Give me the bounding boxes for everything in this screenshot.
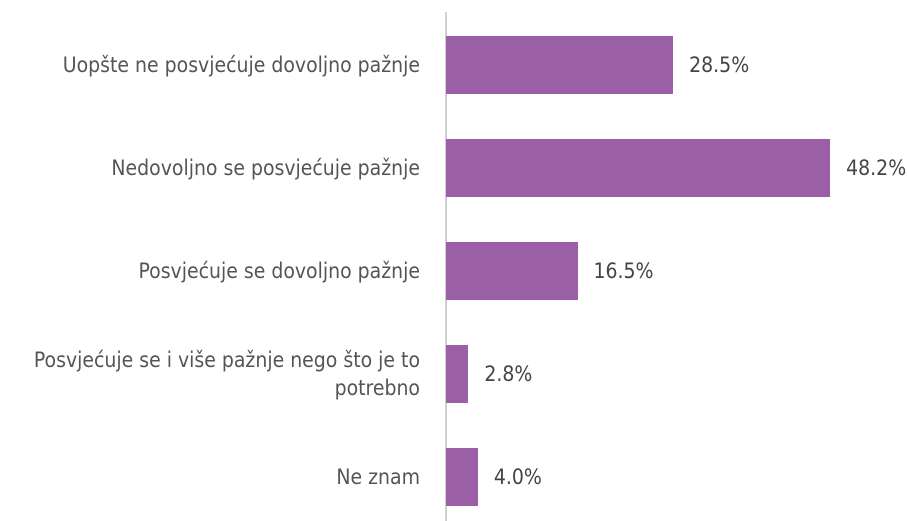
category-label: Ne znam	[0, 437, 420, 517]
bar	[446, 36, 674, 94]
category-label: Uopšte ne posvjećuje dovoljno pažnje	[0, 25, 420, 105]
bar	[446, 448, 478, 506]
value-label: 4.0%	[493, 465, 542, 489]
bar	[446, 345, 469, 403]
category-text: Posvjećuje se i više pažnje nego što je …	[33, 348, 420, 400]
category-label: Nedovoljno se posvjećuje pažnje	[0, 128, 420, 208]
value-label: 16.5%	[593, 259, 654, 283]
category-label: Posvjećuje se i više pažnje nego što je …	[0, 334, 420, 414]
category-text: Nedovoljno se posvjećuje pažnje	[111, 156, 420, 180]
bar	[446, 242, 578, 300]
value-label: 48.2%	[846, 156, 907, 180]
value-label: 2.8%	[484, 362, 533, 386]
value-label: 28.5%	[689, 53, 750, 77]
category-label: Posvjećuje se dovoljno pažnje	[0, 231, 420, 311]
category-text: Uopšte ne posvjećuje dovoljno pažnje	[62, 53, 420, 77]
bar	[446, 139, 831, 197]
category-text: Posvjećuje se dovoljno pažnje	[138, 259, 420, 283]
category-text: Ne znam	[336, 465, 420, 489]
